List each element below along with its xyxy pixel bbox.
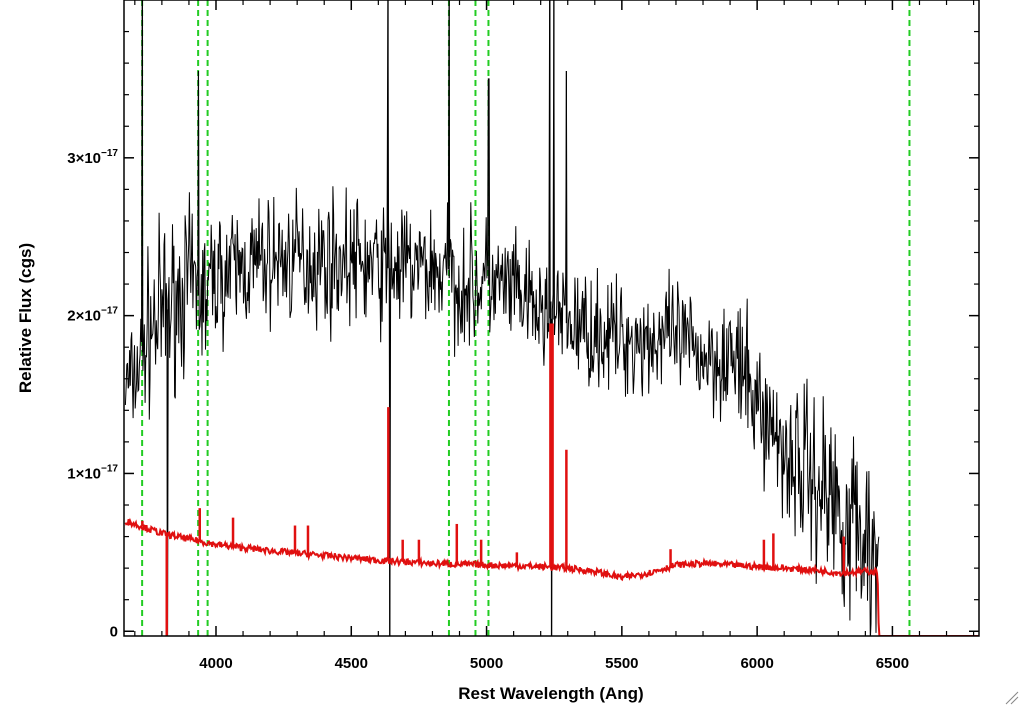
y-tick-label: 3×10−17 bbox=[67, 148, 118, 167]
x-tick-label: 5000 bbox=[470, 655, 503, 672]
x-tick-label: 4000 bbox=[199, 655, 232, 672]
y-tick-label: 2×10−17 bbox=[67, 306, 118, 325]
observed-spectrum-line bbox=[124, 0, 880, 636]
y-tick-label: 1×10−17 bbox=[67, 463, 118, 482]
x-axis-title: Rest Wavelength (Ang) bbox=[458, 684, 643, 703]
spectrum-series bbox=[124, 0, 979, 636]
model-spectrum-line bbox=[124, 517, 979, 636]
x-tick-label: 5500 bbox=[605, 655, 638, 672]
y-tick-label: 0 bbox=[110, 623, 118, 640]
plot-frame bbox=[123, 0, 980, 637]
y-axis-title: Relative Flux (cgs) bbox=[16, 243, 35, 393]
x-axis: 4000 4500 5000 5500 6000 6500 bbox=[134, 0, 975, 672]
x-tick-label: 6500 bbox=[876, 655, 909, 672]
x-tick-label: 6000 bbox=[740, 655, 773, 672]
emission-line-markers bbox=[141, 0, 911, 636]
x-tick-label: 4500 bbox=[335, 655, 368, 672]
resize-grip-icon[interactable] bbox=[1005, 691, 1019, 705]
